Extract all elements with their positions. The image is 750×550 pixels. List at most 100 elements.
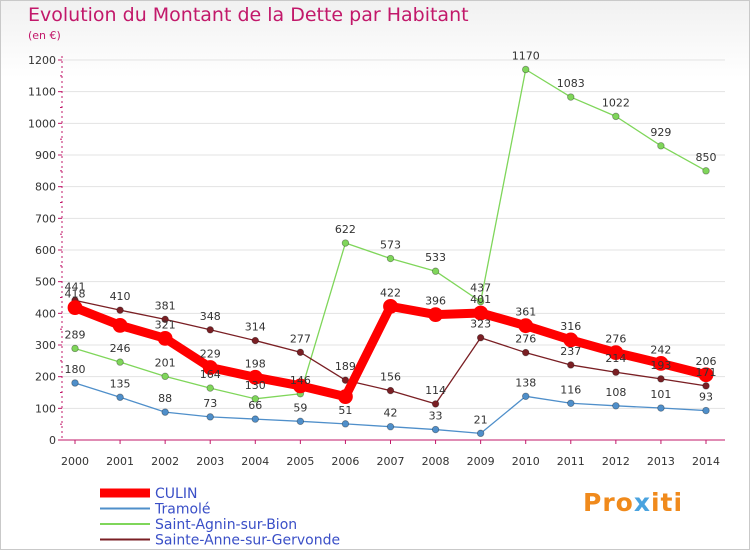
data-label-sainte-anne-sur-gervonde: 276	[515, 333, 536, 346]
chart-title: Evolution du Montant de la Dette par Hab…	[28, 4, 469, 26]
data-label-tramole: 51	[338, 404, 352, 417]
y-tick-label: 700	[35, 212, 56, 225]
data-label-saint-agnin-sur-bion: 289	[65, 328, 86, 341]
x-tick-label: 2013	[647, 455, 675, 468]
data-point-saint-agnin-sur-bion	[251, 395, 259, 403]
data-label-saint-agnin-sur-bion: 246	[110, 342, 131, 355]
data-label-saint-agnin-sur-bion: 850	[696, 151, 717, 164]
data-label-culin: 422	[380, 286, 401, 299]
data-point-saint-agnin-sur-bion	[702, 167, 710, 175]
data-label-culin: 206	[696, 355, 717, 368]
data-label-saint-agnin-sur-bion: 1022	[602, 96, 630, 109]
data-label-sainte-anne-sur-gervonde: 189	[335, 360, 356, 373]
data-point-sainte-anne-sur-gervonde	[296, 348, 305, 356]
legend-label: Sainte-Anne-sur-Gervonde	[155, 533, 340, 549]
data-point-culin	[473, 305, 489, 321]
y-tick-label: 100	[35, 402, 56, 415]
x-tick-label: 2009	[467, 455, 495, 468]
data-point-sainte-anne-sur-gervonde	[657, 375, 665, 383]
x-tick-label: 2002	[151, 455, 179, 468]
data-label-sainte-anne-sur-gervonde: 441	[65, 280, 86, 293]
data-label-saint-agnin-sur-bion: 201	[155, 356, 176, 369]
data-point-saint-agnin-sur-bion	[341, 239, 350, 247]
data-label-sainte-anne-sur-gervonde: 314	[245, 321, 266, 334]
data-label-culin: 276	[605, 333, 626, 346]
y-tick-label: 500	[35, 276, 56, 289]
data-label-tramole: 116	[560, 383, 581, 396]
y-tick-label: 0	[49, 434, 56, 447]
data-point-tramole	[251, 415, 259, 423]
data-label-tramole: 21	[474, 413, 488, 426]
y-tick-label: 200	[35, 371, 56, 384]
data-point-tramole	[612, 402, 620, 410]
data-point-culin	[292, 378, 308, 394]
data-label-saint-agnin-sur-bion: 622	[335, 223, 356, 236]
data-label-saint-agnin-sur-bion: 146	[290, 374, 311, 387]
data-point-sainte-anne-sur-gervonde	[206, 326, 214, 334]
y-tick-label: 400	[35, 307, 56, 320]
data-label-culin: 401	[470, 293, 491, 306]
legend-label: Saint-Agnin-sur-Bion	[155, 517, 297, 533]
data-label-culin: 396	[425, 295, 446, 308]
data-label-sainte-anne-sur-gervonde: 156	[380, 371, 401, 384]
data-point-tramole	[341, 420, 350, 428]
data-point-culin	[202, 360, 218, 375]
data-label-tramole: 138	[515, 376, 536, 389]
y-tick-label: 800	[35, 181, 56, 194]
legend-label: Tramolé	[154, 502, 211, 518]
chart-subtitle: (en €)	[28, 29, 61, 42]
data-label-tramole: 101	[650, 388, 671, 401]
data-point-culin	[157, 330, 173, 346]
y-tick-label: 1100	[28, 86, 56, 99]
data-point-culin	[698, 367, 714, 383]
data-point-saint-agnin-sur-bion	[612, 112, 620, 121]
x-tick-label: 2012	[602, 455, 630, 468]
data-label-sainte-anne-sur-gervonde: 193	[650, 359, 671, 372]
x-tick-label: 2010	[512, 455, 540, 468]
data-point-tramole	[476, 429, 485, 438]
data-label-sainte-anne-sur-gervonde: 323	[470, 318, 491, 331]
x-tick-label: 2005	[286, 455, 314, 468]
data-label-sainte-anne-sur-gervonde: 214	[605, 352, 626, 365]
data-label-tramole: 66	[248, 399, 262, 412]
data-point-sainte-anne-sur-gervonde	[161, 315, 169, 324]
data-label-sainte-anne-sur-gervonde: 277	[290, 332, 311, 345]
data-point-saint-agnin-sur-bion	[161, 372, 169, 381]
data-point-culin	[518, 318, 534, 334]
data-label-tramole: 33	[429, 410, 443, 423]
data-point-tramole	[296, 417, 305, 426]
data-label-tramole: 59	[293, 401, 307, 414]
data-label-saint-agnin-sur-bion: 1083	[557, 77, 585, 90]
data-point-tramole	[161, 408, 169, 416]
data-label-culin: 198	[245, 357, 266, 370]
data-label-tramole: 73	[203, 397, 217, 410]
data-label-tramole: 93	[699, 391, 713, 404]
data-label-tramole: 88	[158, 392, 172, 405]
data-point-tramole	[431, 425, 440, 434]
data-label-saint-agnin-sur-bion: 1170	[512, 50, 540, 63]
data-point-sainte-anne-sur-gervonde	[431, 400, 440, 408]
data-point-culin	[67, 300, 83, 316]
data-label-sainte-anne-sur-gervonde: 381	[155, 299, 176, 312]
x-tick-label: 2003	[196, 455, 224, 468]
data-label-culin: 361	[515, 306, 536, 319]
data-point-culin	[247, 369, 263, 385]
y-tick-label: 1200	[28, 54, 56, 67]
data-label-sainte-anne-sur-gervonde: 114	[425, 384, 446, 397]
data-label-culin: 321	[155, 318, 176, 331]
x-tick-label: 2007	[377, 455, 405, 468]
data-label-sainte-anne-sur-gervonde: 171	[696, 366, 717, 379]
x-tick-label: 2006	[331, 455, 359, 468]
data-point-saint-agnin-sur-bion	[657, 142, 665, 150]
data-point-tramole	[702, 406, 710, 415]
y-tick-label: 900	[35, 149, 56, 162]
data-point-sainte-anne-sur-gervonde	[476, 334, 485, 342]
y-tick-label: 600	[35, 244, 56, 257]
data-point-culin	[383, 298, 398, 314]
x-tick-label: 2014	[692, 455, 720, 468]
data-point-saint-agnin-sur-bion	[116, 358, 124, 366]
data-point-saint-agnin-sur-bion	[71, 344, 79, 353]
x-tick-label: 2000	[61, 455, 89, 468]
data-point-culin	[563, 332, 579, 348]
